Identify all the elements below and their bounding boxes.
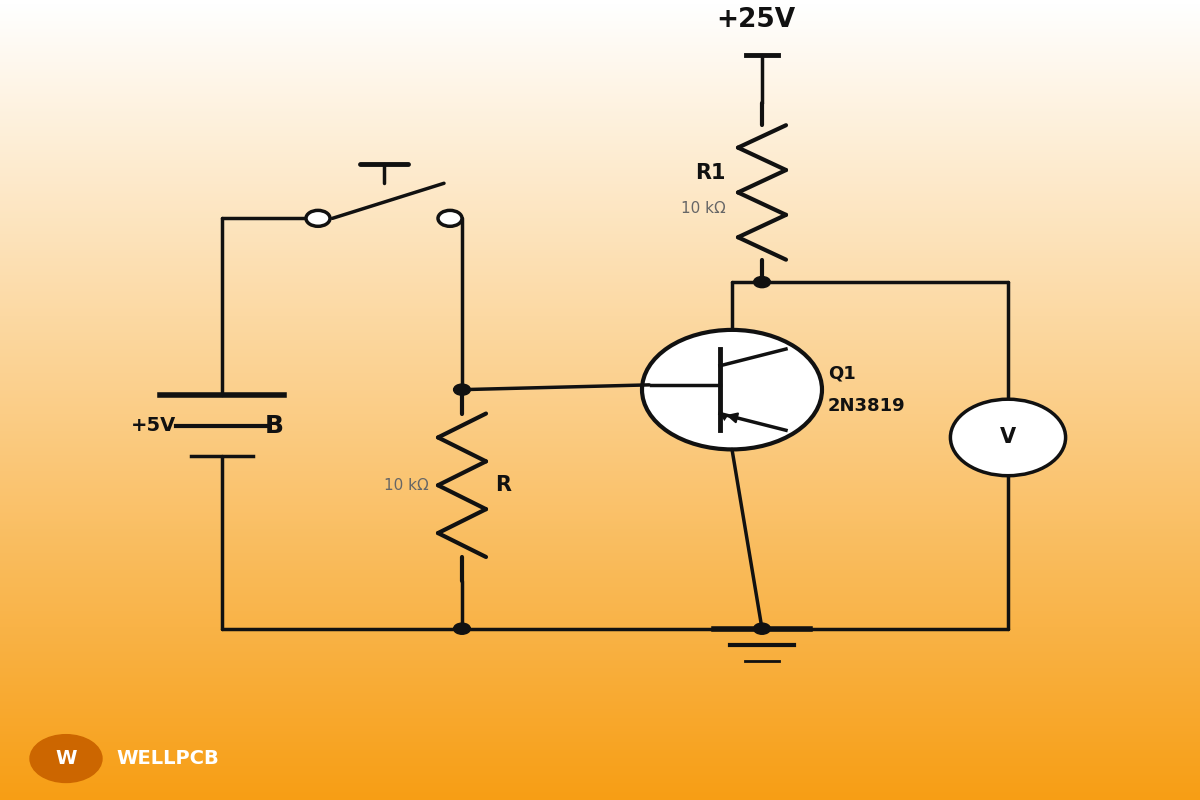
Text: R: R — [496, 475, 511, 495]
Text: WELLPCB: WELLPCB — [116, 749, 220, 768]
Circle shape — [642, 330, 822, 450]
Text: 2N3819: 2N3819 — [828, 397, 906, 414]
Circle shape — [754, 277, 770, 288]
Circle shape — [306, 210, 330, 226]
Text: B: B — [265, 414, 284, 438]
Text: +5V: +5V — [131, 416, 176, 435]
Circle shape — [454, 623, 470, 634]
Text: 10 kΩ: 10 kΩ — [682, 201, 726, 216]
Circle shape — [438, 210, 462, 226]
Text: Q1: Q1 — [828, 365, 856, 382]
Text: +25V: +25V — [716, 6, 796, 33]
Circle shape — [950, 399, 1066, 476]
Circle shape — [754, 623, 770, 634]
Circle shape — [30, 734, 102, 782]
Text: 10 kΩ: 10 kΩ — [384, 478, 428, 493]
Text: W: W — [55, 749, 77, 768]
Text: R1: R1 — [696, 162, 726, 182]
Text: V: V — [1000, 427, 1016, 447]
Circle shape — [454, 384, 470, 395]
